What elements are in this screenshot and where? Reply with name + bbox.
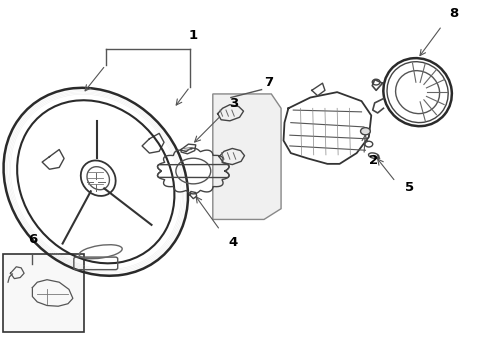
- Text: 1: 1: [188, 29, 198, 42]
- Polygon shape: [212, 94, 281, 220]
- Text: 7: 7: [264, 76, 273, 89]
- Text: 6: 6: [28, 233, 37, 246]
- Text: 5: 5: [405, 181, 414, 194]
- Text: 2: 2: [368, 154, 377, 167]
- Text: 3: 3: [228, 97, 238, 110]
- Text: 4: 4: [228, 235, 238, 249]
- Circle shape: [360, 128, 369, 135]
- Bar: [3, 253, 83, 332]
- Text: 8: 8: [448, 8, 458, 21]
- FancyArrowPatch shape: [373, 156, 379, 158]
